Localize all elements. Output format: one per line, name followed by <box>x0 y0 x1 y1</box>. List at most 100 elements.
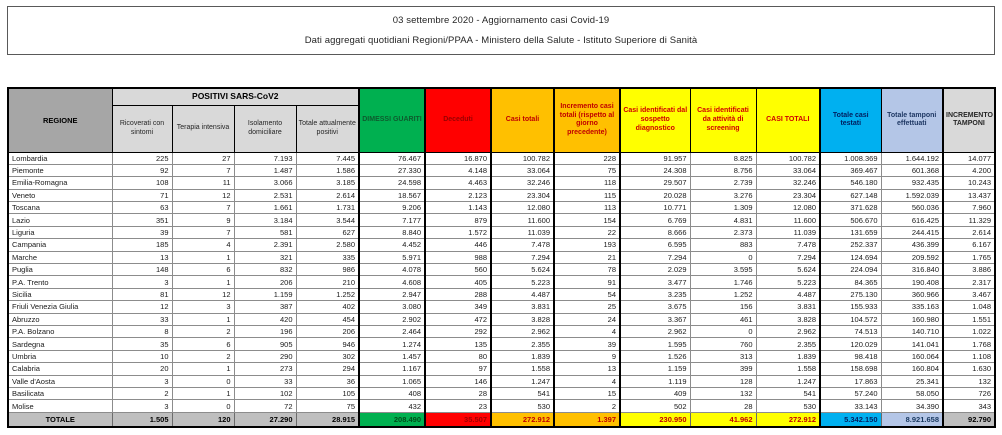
cell-dimessi-guariti: 24.598 <box>358 176 426 190</box>
cell-isolamento-domiciliare: 1.159 <box>233 287 297 302</box>
cell-terapia-intensiva: 1 <box>171 362 235 376</box>
header-positivi-group: POSITIVI SARS-CoV2 <box>111 87 360 106</box>
table-row: Lombardia 225 27 7.193 7.445 76.467 16.870 100.… <box>7 151 996 165</box>
cell-casi-screening: 0 <box>689 250 757 265</box>
table-row: Sardegna 35 6 905 946 1.274 135 2.355 39 1.595 760… <box>7 337 996 351</box>
cell-regione: Valle d'Aosta <box>7 374 113 388</box>
cell-casi-totali: 5.223 <box>490 275 555 289</box>
cell-casi-totali-2: 541 <box>755 386 821 401</box>
cell-regione: Abruzzo <box>7 312 113 326</box>
cell-totale-tamponi: 932.435 <box>880 176 944 190</box>
cell-dimessi-guariti: 2.902 <box>358 312 426 326</box>
cell-totale-casi-testati: 17.863 <box>819 374 882 388</box>
cell-totale-tamponi: 1.592.039 <box>880 188 944 203</box>
cell-totale-tamponi: 360.966 <box>880 287 944 302</box>
cell-casi-screening: 2.739 <box>689 176 757 190</box>
cell-totale-attualmente-positivi: 210 <box>295 275 360 289</box>
cell-ricoverati-con-sintomi: 3 <box>111 399 173 413</box>
header-casi-totali: Casi totali <box>490 87 555 153</box>
cell-dimessi-guariti: 432 <box>358 399 426 413</box>
cell-totale-attualmente-positivi: 402 <box>295 300 360 314</box>
cell-casi-sospetto-diagnostico: 29.507 <box>619 176 691 190</box>
cell-isolamento-domiciliare: 905 <box>233 337 297 351</box>
cell-casi-screening: 128 <box>689 374 757 388</box>
cell-deceduti: 472 <box>424 312 492 326</box>
cell-deceduti: 1.143 <box>424 201 492 215</box>
cell-incremento-casi-totali: 15 <box>553 386 621 401</box>
cell-totale-attualmente-positivi: 3.544 <box>295 213 360 227</box>
table-row: Emilia-Romagna 108 11 3.066 3.185 24.598 4.463… <box>7 176 996 190</box>
table-row: Puglia 148 6 832 986 4.078 560 5.624 78 2.029 3.59… <box>7 262 996 277</box>
cell-casi-screening: 8.825 <box>689 151 757 165</box>
totale-cell-casi-totali-2: 272.912 <box>755 411 821 428</box>
totale-cell-totale-casi-testati: 5.342.150 <box>819 411 882 428</box>
cell-dimessi-guariti: 4.452 <box>358 238 426 252</box>
cell-ricoverati-con-sintomi: 8 <box>111 324 173 339</box>
cell-casi-totali: 7.478 <box>490 238 555 252</box>
cell-dimessi-guariti: 1.457 <box>358 349 426 364</box>
cell-totale-casi-testati: 131.659 <box>819 225 882 240</box>
cell-casi-sospetto-diagnostico: 1.159 <box>619 362 691 376</box>
cell-terapia-intensiva: 7 <box>171 225 235 240</box>
cell-casi-totali-2: 2.355 <box>755 337 821 351</box>
cell-incremento-tamponi: 1.765 <box>942 250 996 265</box>
cell-incremento-tamponi: 2.317 <box>942 275 996 289</box>
cell-totale-attualmente-positivi: 105 <box>295 386 360 401</box>
cell-totale-casi-testati: 57.240 <box>819 386 882 401</box>
header-incremento-tamponi: INCREMENTO TAMPONI <box>942 87 996 153</box>
cell-terapia-intensiva: 12 <box>171 287 235 302</box>
report-subtitle: Dati aggregati quotidiani Regioni/PPAA -… <box>304 35 698 46</box>
cell-totale-tamponi: 436.399 <box>880 238 944 252</box>
cell-casi-screening: 28 <box>689 399 757 413</box>
table-footer: TOTALE 1.505 120 27.290 28.915 208.490 35.507 2… <box>7 411 996 428</box>
cell-dimessi-guariti: 408 <box>358 386 426 401</box>
header-terapia-intensiva: Terapia intensiva <box>171 104 235 153</box>
cell-totale-casi-testati: 371.628 <box>819 201 882 215</box>
cell-casi-totali: 1.839 <box>490 349 555 364</box>
cell-dimessi-guariti: 7.177 <box>358 213 426 227</box>
cell-casi-sospetto-diagnostico: 3.477 <box>619 275 691 289</box>
cell-regione: Molise <box>7 399 113 413</box>
cell-totale-attualmente-positivi: 302 <box>295 349 360 364</box>
cell-totale-casi-testati: 1.008.369 <box>819 151 882 165</box>
table-row: Calabria 20 1 273 294 1.167 97 1.558 13 1.159 399 1… <box>7 362 996 376</box>
cell-totale-casi-testati: 124.694 <box>819 250 882 265</box>
cell-ricoverati-con-sintomi: 3 <box>111 374 173 388</box>
cell-casi-totali: 33.064 <box>490 163 555 178</box>
cell-regione: Puglia <box>7 262 113 277</box>
cell-deceduti: 405 <box>424 275 492 289</box>
cell-deceduti: 349 <box>424 300 492 314</box>
header-casi-sospetto: Casi identificati dal sospetto diagnosti… <box>619 87 691 153</box>
table-row: Molise 3 0 72 75 432 23 530 2 502 28 530 33.143 34.39… <box>7 399 996 413</box>
cell-totale-tamponi: 1.644.192 <box>880 151 944 165</box>
cell-regione: P.A. Bolzano <box>7 324 113 339</box>
cell-incremento-casi-totali: 13 <box>553 362 621 376</box>
cell-ricoverati-con-sintomi: 20 <box>111 362 173 376</box>
cell-incremento-casi-totali: 228 <box>553 151 621 165</box>
cell-incremento-casi-totali: 91 <box>553 275 621 289</box>
table-row: Sicilia 81 12 1.159 1.252 2.947 288 4.487 54 3.23… <box>7 287 996 302</box>
cell-incremento-tamponi: 13.437 <box>942 188 996 203</box>
cell-incremento-tamponi: 132 <box>942 374 996 388</box>
cell-casi-sospetto-diagnostico: 502 <box>619 399 691 413</box>
cell-deceduti: 135 <box>424 337 492 351</box>
cell-totale-casi-testati: 252.337 <box>819 238 882 252</box>
totale-cell-totale-attualmente-positivi: 28.915 <box>295 411 360 428</box>
cell-incremento-tamponi: 10.243 <box>942 176 996 190</box>
cell-casi-screening: 3.595 <box>689 262 757 277</box>
cell-casi-sospetto-diagnostico: 7.294 <box>619 250 691 265</box>
cell-incremento-tamponi: 3.886 <box>942 262 996 277</box>
cell-isolamento-domiciliare: 1.487 <box>233 163 297 178</box>
cell-casi-totali: 100.782 <box>490 151 555 165</box>
cell-casi-totali-2: 23.304 <box>755 188 821 203</box>
cell-casi-totali: 5.624 <box>490 262 555 277</box>
cell-ricoverati-con-sintomi: 2 <box>111 386 173 401</box>
cell-casi-totali-2: 32.246 <box>755 176 821 190</box>
cell-regione: Friuli Venezia Giulia <box>7 300 113 314</box>
cell-regione: Lazio <box>7 213 113 227</box>
table-body: Lombardia 225 27 7.193 7.445 76.467 16.870 100.… <box>7 151 996 413</box>
cell-dimessi-guariti: 2.947 <box>358 287 426 302</box>
cell-totale-tamponi: 209.592 <box>880 250 944 265</box>
cell-incremento-casi-totali: 9 <box>553 349 621 364</box>
cell-casi-totali-2: 100.782 <box>755 151 821 165</box>
